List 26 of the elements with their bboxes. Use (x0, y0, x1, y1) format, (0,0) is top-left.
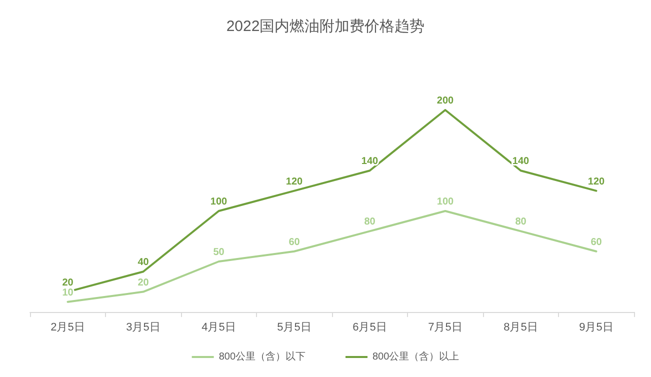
x-tick-label: 6月5日 (352, 322, 387, 334)
legend-label: 800公里（含）以下 (218, 350, 306, 362)
data-label: 80 (515, 216, 527, 228)
data-label: 200 (436, 96, 454, 106)
x-tick-label: 8月5日 (504, 322, 538, 334)
chart-title: 2022国内燃油附加费价格趋势 (226, 18, 425, 35)
data-label: 140 (512, 156, 530, 168)
x-tick-label: 5月5日 (277, 322, 312, 334)
x-tick-label: 9月5日 (579, 322, 614, 334)
legend-label: 800公里（含）以上 (372, 350, 460, 362)
data-label: 50 (213, 247, 225, 258)
data-label: 60 (590, 236, 602, 248)
data-label: 120 (588, 176, 606, 188)
x-tick-label: 3月5日 (126, 322, 160, 334)
x-tick-label: 2月5日 (50, 322, 85, 334)
x-tick-label: 4月5日 (202, 322, 236, 334)
data-label: 20 (138, 277, 150, 288)
data-label: 20 (62, 277, 74, 288)
data-label: 100 (210, 196, 228, 208)
x-tick-label: 7月5日 (428, 322, 462, 334)
data-label: 40 (138, 257, 150, 268)
data-label: 80 (364, 216, 376, 228)
data-label: 60 (288, 236, 300, 248)
data-label: 100 (436, 196, 454, 208)
data-label: 120 (286, 176, 304, 188)
data-label: 140 (361, 156, 379, 168)
